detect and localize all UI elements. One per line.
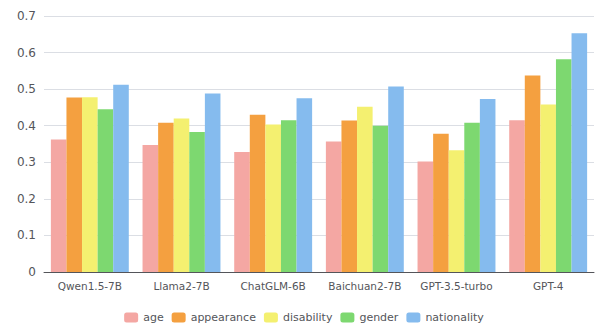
- svg-text:ChatGLM-6B: ChatGLM-6B: [241, 280, 306, 292]
- svg-text:Llama2-7B: Llama2-7B: [153, 280, 209, 292]
- svg-text:disability: disability: [283, 311, 333, 324]
- svg-text:GPT-4: GPT-4: [533, 280, 564, 292]
- svg-text:0: 0: [28, 265, 36, 279]
- svg-text:0.6: 0.6: [17, 46, 36, 60]
- svg-text:age: age: [143, 311, 164, 324]
- svg-text:0.4: 0.4: [17, 119, 36, 133]
- svg-text:gender: gender: [359, 311, 398, 324]
- svg-text:Baichuan2-7B: Baichuan2-7B: [328, 280, 401, 292]
- svg-text:0.1: 0.1: [17, 228, 36, 242]
- svg-text:appearance: appearance: [191, 311, 256, 324]
- svg-text:GPT-3.5-turbo: GPT-3.5-turbo: [420, 280, 492, 292]
- svg-text:0.3: 0.3: [17, 155, 36, 169]
- svg-text:0.7: 0.7: [17, 9, 36, 23]
- svg-text:Qwen1.5-7B: Qwen1.5-7B: [58, 280, 122, 292]
- svg-text:nationality: nationality: [425, 311, 484, 324]
- svg-text:0.5: 0.5: [17, 82, 36, 96]
- svg-text:0.2: 0.2: [17, 192, 36, 206]
